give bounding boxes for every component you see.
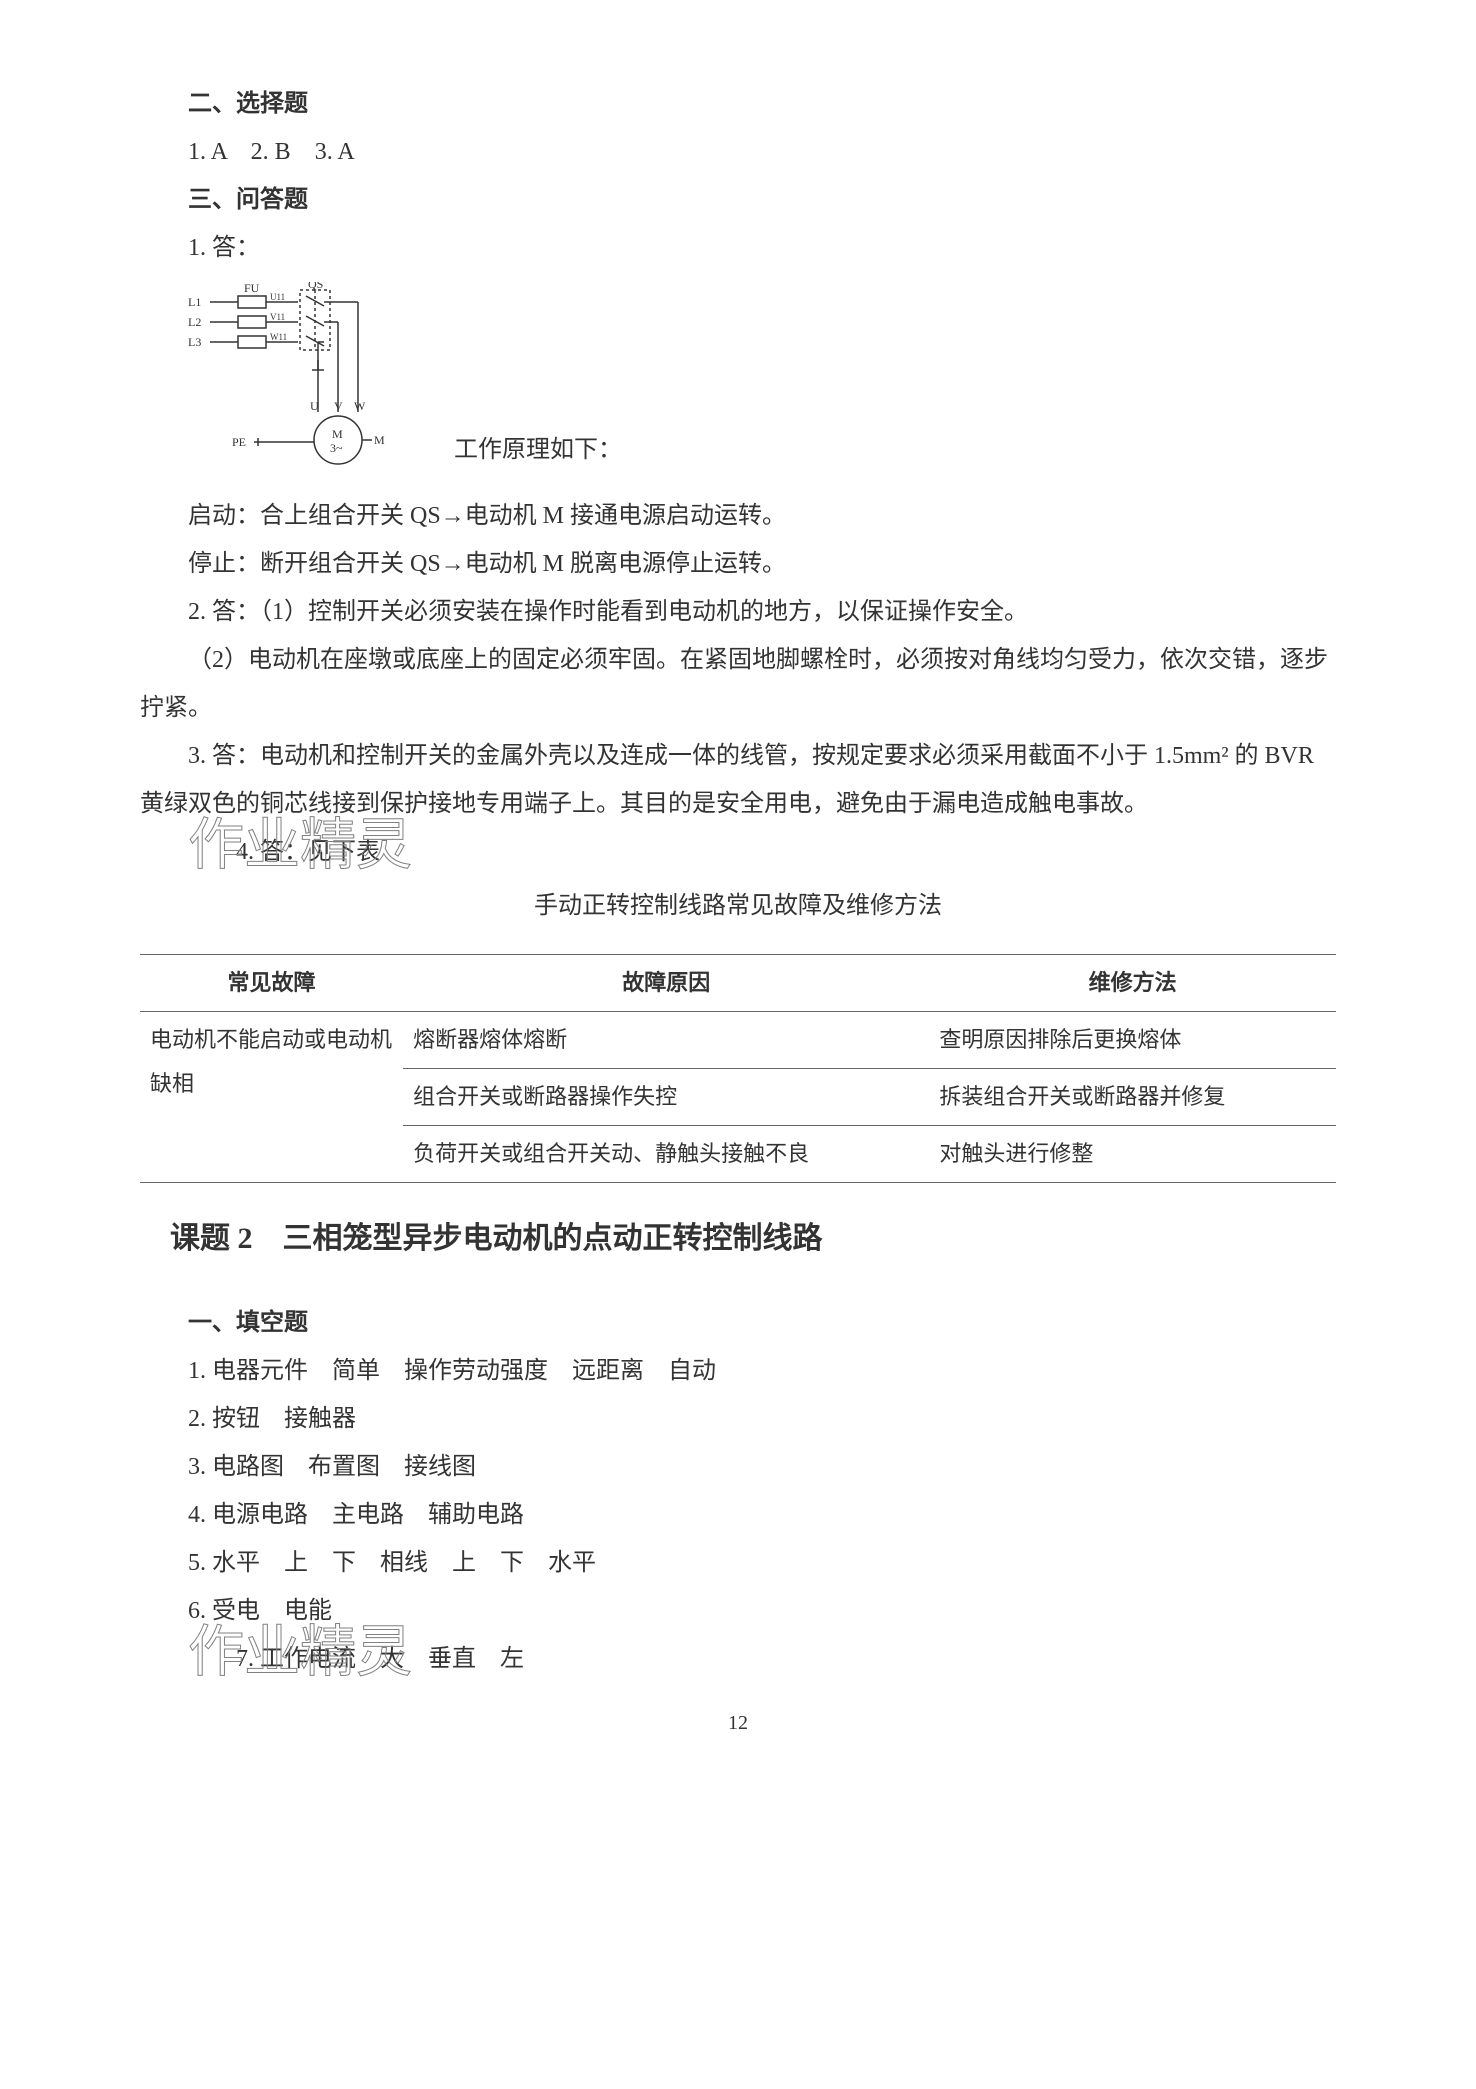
cell-cause: 负荷开关或组合开关动、静触头接触不良 (403, 1126, 929, 1183)
fill-item: 1. 电器元件 简单 操作劳动强度 远距离 自动 (140, 1347, 1336, 1395)
fill-item-7-text: 7. 工作电流 大 垂直 左 (236, 1646, 524, 1672)
fill-heading: 一、填空题 (140, 1299, 1336, 1347)
cell-cause: 组合开关或断路器操作失控 (403, 1069, 929, 1126)
fill-item: 2. 按钮 接触器 (140, 1395, 1336, 1443)
fault-table: 常见故障 故障原因 维修方法 电动机不能启动或电动机缺相 熔断器熔体熔断 查明原… (140, 954, 1336, 1183)
watermark-1: 4. 答：见下表 作业精灵 (188, 828, 380, 876)
table-caption: 手动正转控制线路常见故障及维修方法 (140, 882, 1336, 930)
q2-line1: 2. 答：（1）控制开关必须安装在操作时能看到电动机的地方，以保证操作安全。 (140, 588, 1336, 636)
label-m-in: M (332, 427, 343, 441)
section3-heading: 三、问答题 (140, 176, 1336, 224)
q1-label: 1. 答： (140, 224, 1336, 272)
q4-label-text: 4. 答：见下表 (236, 839, 380, 865)
th-fault: 常见故障 (140, 955, 403, 1012)
diagram-caption: 工作原理如下： (454, 426, 622, 474)
cell-fix: 查明原因排除后更换熔体 (929, 1012, 1336, 1069)
q1-stop: 停止：断开组合开关 QS→电动机 M 脱离电源停止运转。 (140, 540, 1336, 588)
section2-heading: 二、选择题 (140, 80, 1336, 128)
topic2-title: 课题 2 三相笼型异步电动机的点动正转控制线路 (170, 1209, 1336, 1269)
q2-line2: （2）电动机在座墩或底座上的固定必须牢固。在紧固地脚螺栓时，必须按对角线均匀受力… (140, 636, 1336, 732)
q3: 3. 答：电动机和控制开关的金属外壳以及连成一体的线管，按规定要求必须采用截面不… (140, 732, 1336, 828)
fill-item-7: 7. 工作电流 大 垂直 左 作业精灵 (140, 1635, 1336, 1683)
cell-cause: 熔断器熔体熔断 (403, 1012, 929, 1069)
fill-item: 3. 电路图 布置图 接线图 (140, 1443, 1336, 1491)
watermark-2: 7. 工作电流 大 垂直 左 作业精灵 (188, 1635, 524, 1683)
fill-item: 4. 电源电路 主电路 辅助电路 (140, 1491, 1336, 1539)
document-page: 二、选择题 1. A 2. B 3. A 三、问答题 1. 答： L1 L2 (0, 0, 1476, 1783)
fill-item: 6. 受电 电能 (140, 1587, 1336, 1635)
page-number: 12 (140, 1703, 1336, 1743)
label-l1: L1 (188, 295, 201, 309)
label-m3: 3~ (330, 441, 343, 455)
label-w11: W11 (270, 332, 287, 342)
label-v11: V11 (270, 312, 285, 322)
table-header-row: 常见故障 故障原因 维修方法 (140, 955, 1336, 1012)
q4-label: 4. 答：见下表 作业精灵 (140, 828, 1336, 876)
label-pe: PE (232, 435, 246, 449)
label-u11: U11 (270, 292, 285, 302)
label-m-out: M (374, 433, 385, 447)
label-qs: QS (308, 282, 323, 291)
label-fu: FU (244, 282, 260, 295)
label-l2: L2 (188, 315, 201, 329)
table-row: 电动机不能启动或电动机缺相 熔断器熔体熔断 查明原因排除后更换熔体 (140, 1012, 1336, 1069)
label-l3: L3 (188, 335, 201, 349)
cell-fault: 电动机不能启动或电动机缺相 (140, 1012, 403, 1183)
th-fix: 维修方法 (929, 955, 1336, 1012)
circuit-diagram-row: L1 L2 L3 (188, 282, 1336, 482)
cell-fix: 对触头进行修整 (929, 1126, 1336, 1183)
label-w: W (354, 399, 366, 413)
section2-answers: 1. A 2. B 3. A (140, 128, 1336, 176)
fill-item: 5. 水平 上 下 相线 上 下 水平 (140, 1539, 1336, 1587)
q1-start: 启动：合上组合开关 QS→电动机 M 接通电源启动运转。 (140, 492, 1336, 540)
cell-fix: 拆装组合开关或断路器并修复 (929, 1069, 1336, 1126)
label-u: U (310, 399, 319, 413)
th-cause: 故障原因 (403, 955, 929, 1012)
circuit-diagram: L1 L2 L3 (188, 282, 448, 482)
label-v: V (334, 399, 343, 413)
